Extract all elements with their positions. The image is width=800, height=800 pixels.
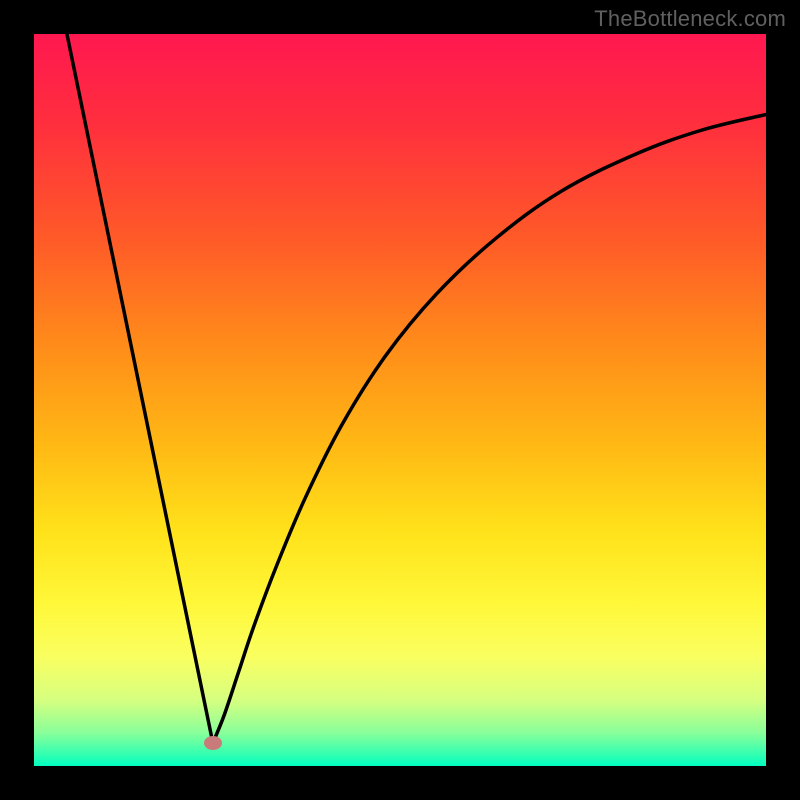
- plot-area: [34, 34, 766, 766]
- curve-path: [67, 34, 766, 745]
- curve-layer: [34, 34, 766, 766]
- chart-frame: TheBottleneck.com: [0, 0, 800, 800]
- vertex-marker: [204, 736, 222, 750]
- watermark-text: TheBottleneck.com: [594, 6, 786, 32]
